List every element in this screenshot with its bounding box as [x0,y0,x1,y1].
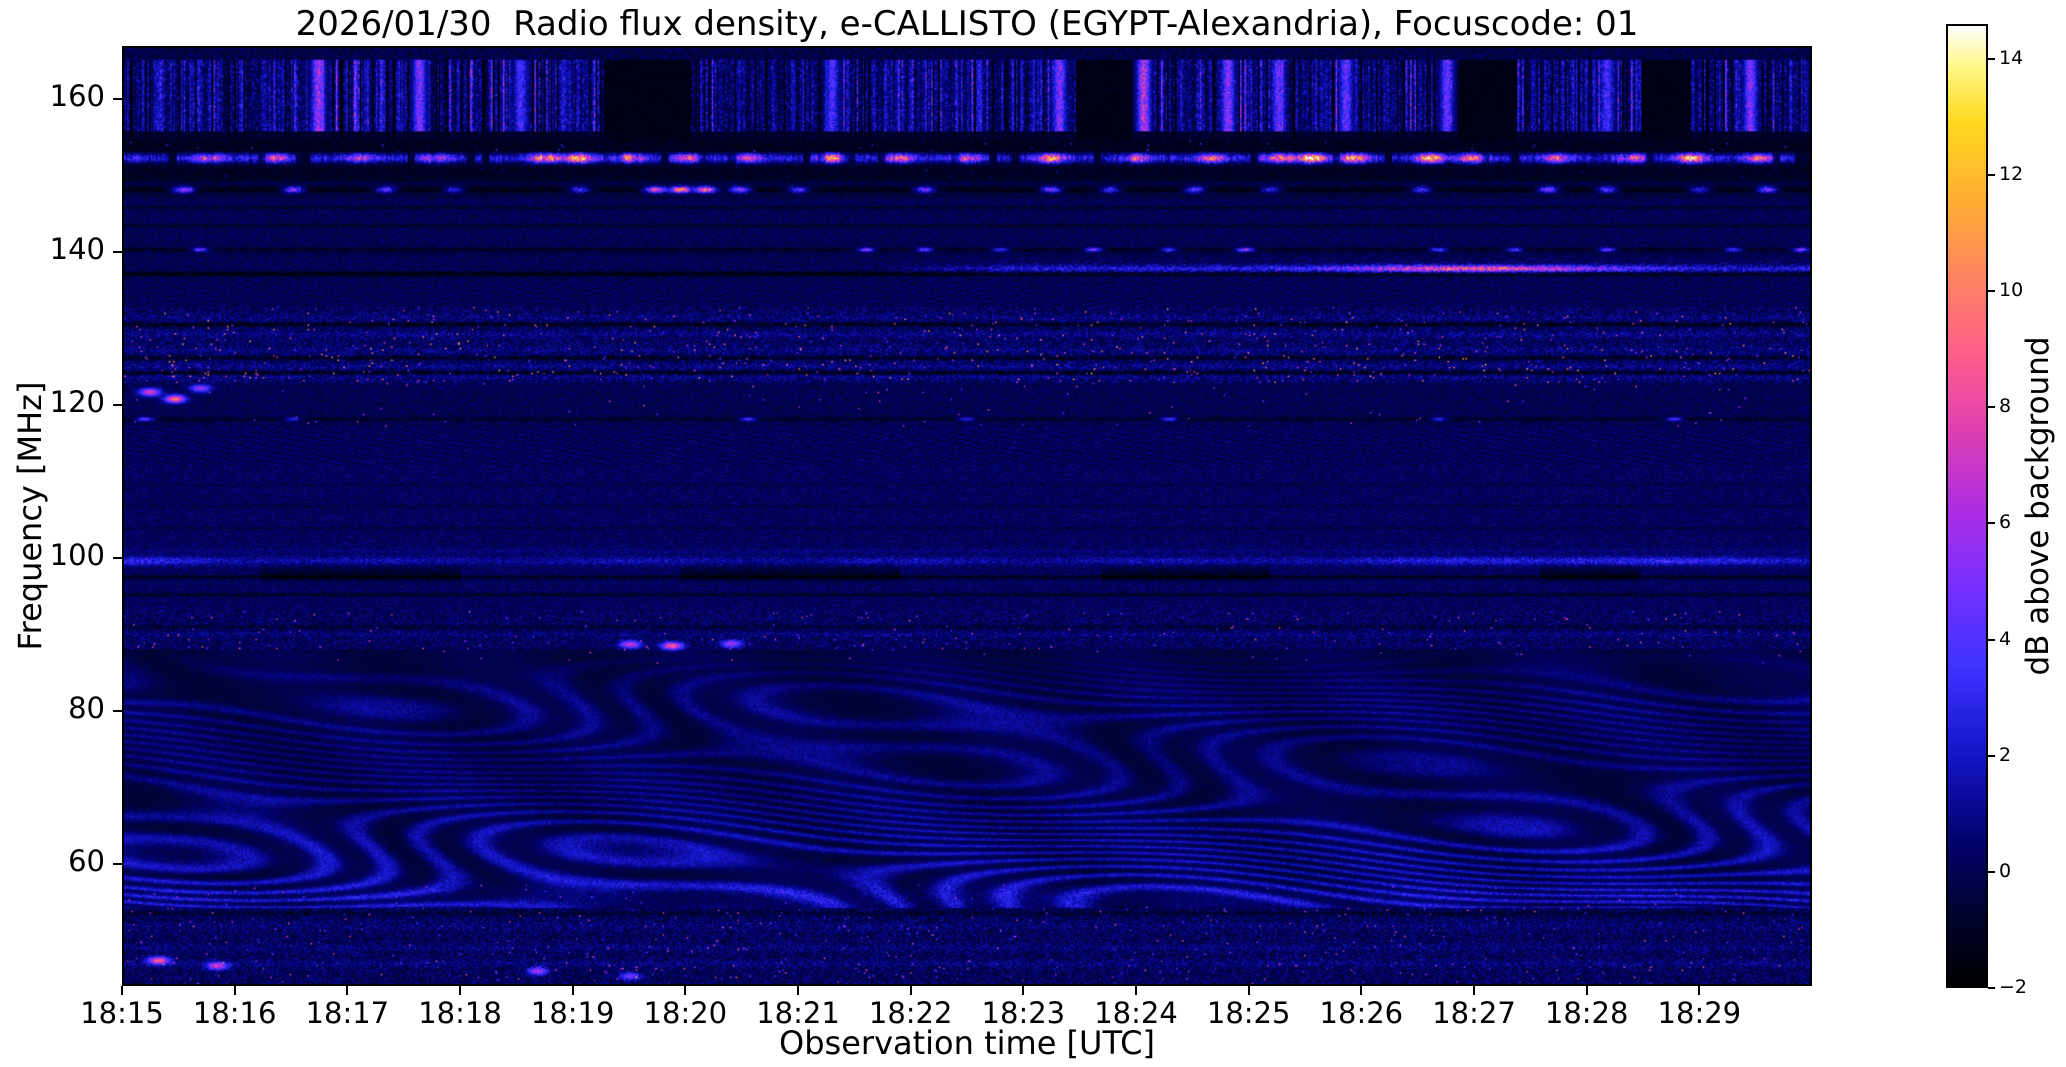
x-tick-label: 18:29 [1657,996,1742,1030]
x-tick-mark [571,986,574,995]
colorbar-tick-label: 10 [1999,279,2024,302]
x-tick-mark [909,986,912,995]
y-tick-mark [113,98,122,101]
x-tick-mark [684,986,687,995]
x-tick-mark [1585,986,1588,995]
chart-title: 2026/01/30 Radio flux density, e-CALLIST… [295,4,1639,44]
y-tick-label: 100 [49,538,105,573]
x-tick-label: 18:28 [1544,996,1629,1030]
x-tick-label: 18:20 [643,996,728,1030]
colorbar-tick-label: 8 [1999,395,2012,418]
y-tick-label: 160 [49,79,105,114]
x-tick-mark [121,986,123,995]
y-tick-label: 140 [49,232,105,267]
x-tick-mark [1698,986,1701,995]
x-tick-label: 18:22 [868,996,953,1030]
colorbar-tick-mark [1988,522,1995,525]
x-tick-label: 18:18 [418,996,502,1030]
x-tick-label: 18:25 [1206,996,1291,1030]
y-tick-mark [113,557,122,560]
x-tick-label: 18:23 [981,996,1066,1030]
x-tick-mark [1135,986,1137,995]
x-tick-mark [233,986,236,995]
x-tick-label: 18:24 [1094,996,1178,1030]
colorbar-tick-label: 4 [1999,627,2012,650]
y-tick-mark [113,862,122,865]
colorbar-label: dB above background [2020,336,2056,676]
y-tick-mark [113,251,122,254]
x-tick-label: 18:15 [80,996,164,1030]
x-tick-label: 18:19 [530,996,615,1030]
colorbar-tick-mark [1988,290,1995,293]
colorbar-tick-mark [1988,406,1995,409]
y-tick-label: 60 [68,843,105,878]
x-tick-mark [1247,986,1250,995]
spectrogram-canvas [124,48,1810,984]
x-tick-mark [1360,986,1363,995]
x-tick-mark [797,986,799,995]
x-tick-label: 18:27 [1432,996,1516,1030]
x-tick-label: 18:26 [1319,996,1404,1030]
colorbar-tick-mark [1988,870,1995,873]
y-tick-label: 120 [49,385,105,420]
x-tick-label: 18:17 [305,996,390,1030]
x-tick-mark [459,986,461,995]
x-tick-mark [346,986,349,995]
y-tick-mark [113,404,122,407]
colorbar-tick-label: 14 [1999,46,2024,69]
y-tick-mark [113,709,122,712]
x-tick-mark [1022,986,1025,995]
x-axis-label: Observation time [UTC] [779,1024,1155,1062]
y-tick-label: 80 [68,690,105,725]
x-tick-label: 18:16 [192,996,277,1030]
y-axis-label: Frequency [MHz] [11,381,49,651]
colorbar-tick-label: 12 [1999,162,2024,185]
colorbar-tick-mark [1988,987,1995,989]
colorbar [1946,24,1988,988]
colorbar-tick-mark [1988,173,1995,176]
x-tick-label: 18:21 [756,996,840,1030]
colorbar-tick-mark [1988,57,1995,60]
colorbar-tick-label: −2 [1999,976,2028,998]
colorbar-canvas [1948,26,1986,986]
colorbar-tick-label: 2 [1999,743,2012,766]
colorbar-tick-label: 0 [1999,859,2012,882]
colorbar-tick-label: 6 [1999,511,2012,534]
x-tick-mark [1473,986,1475,995]
colorbar-tick-mark [1988,638,1995,641]
colorbar-tick-mark [1988,754,1995,757]
plot-area [122,46,1812,986]
